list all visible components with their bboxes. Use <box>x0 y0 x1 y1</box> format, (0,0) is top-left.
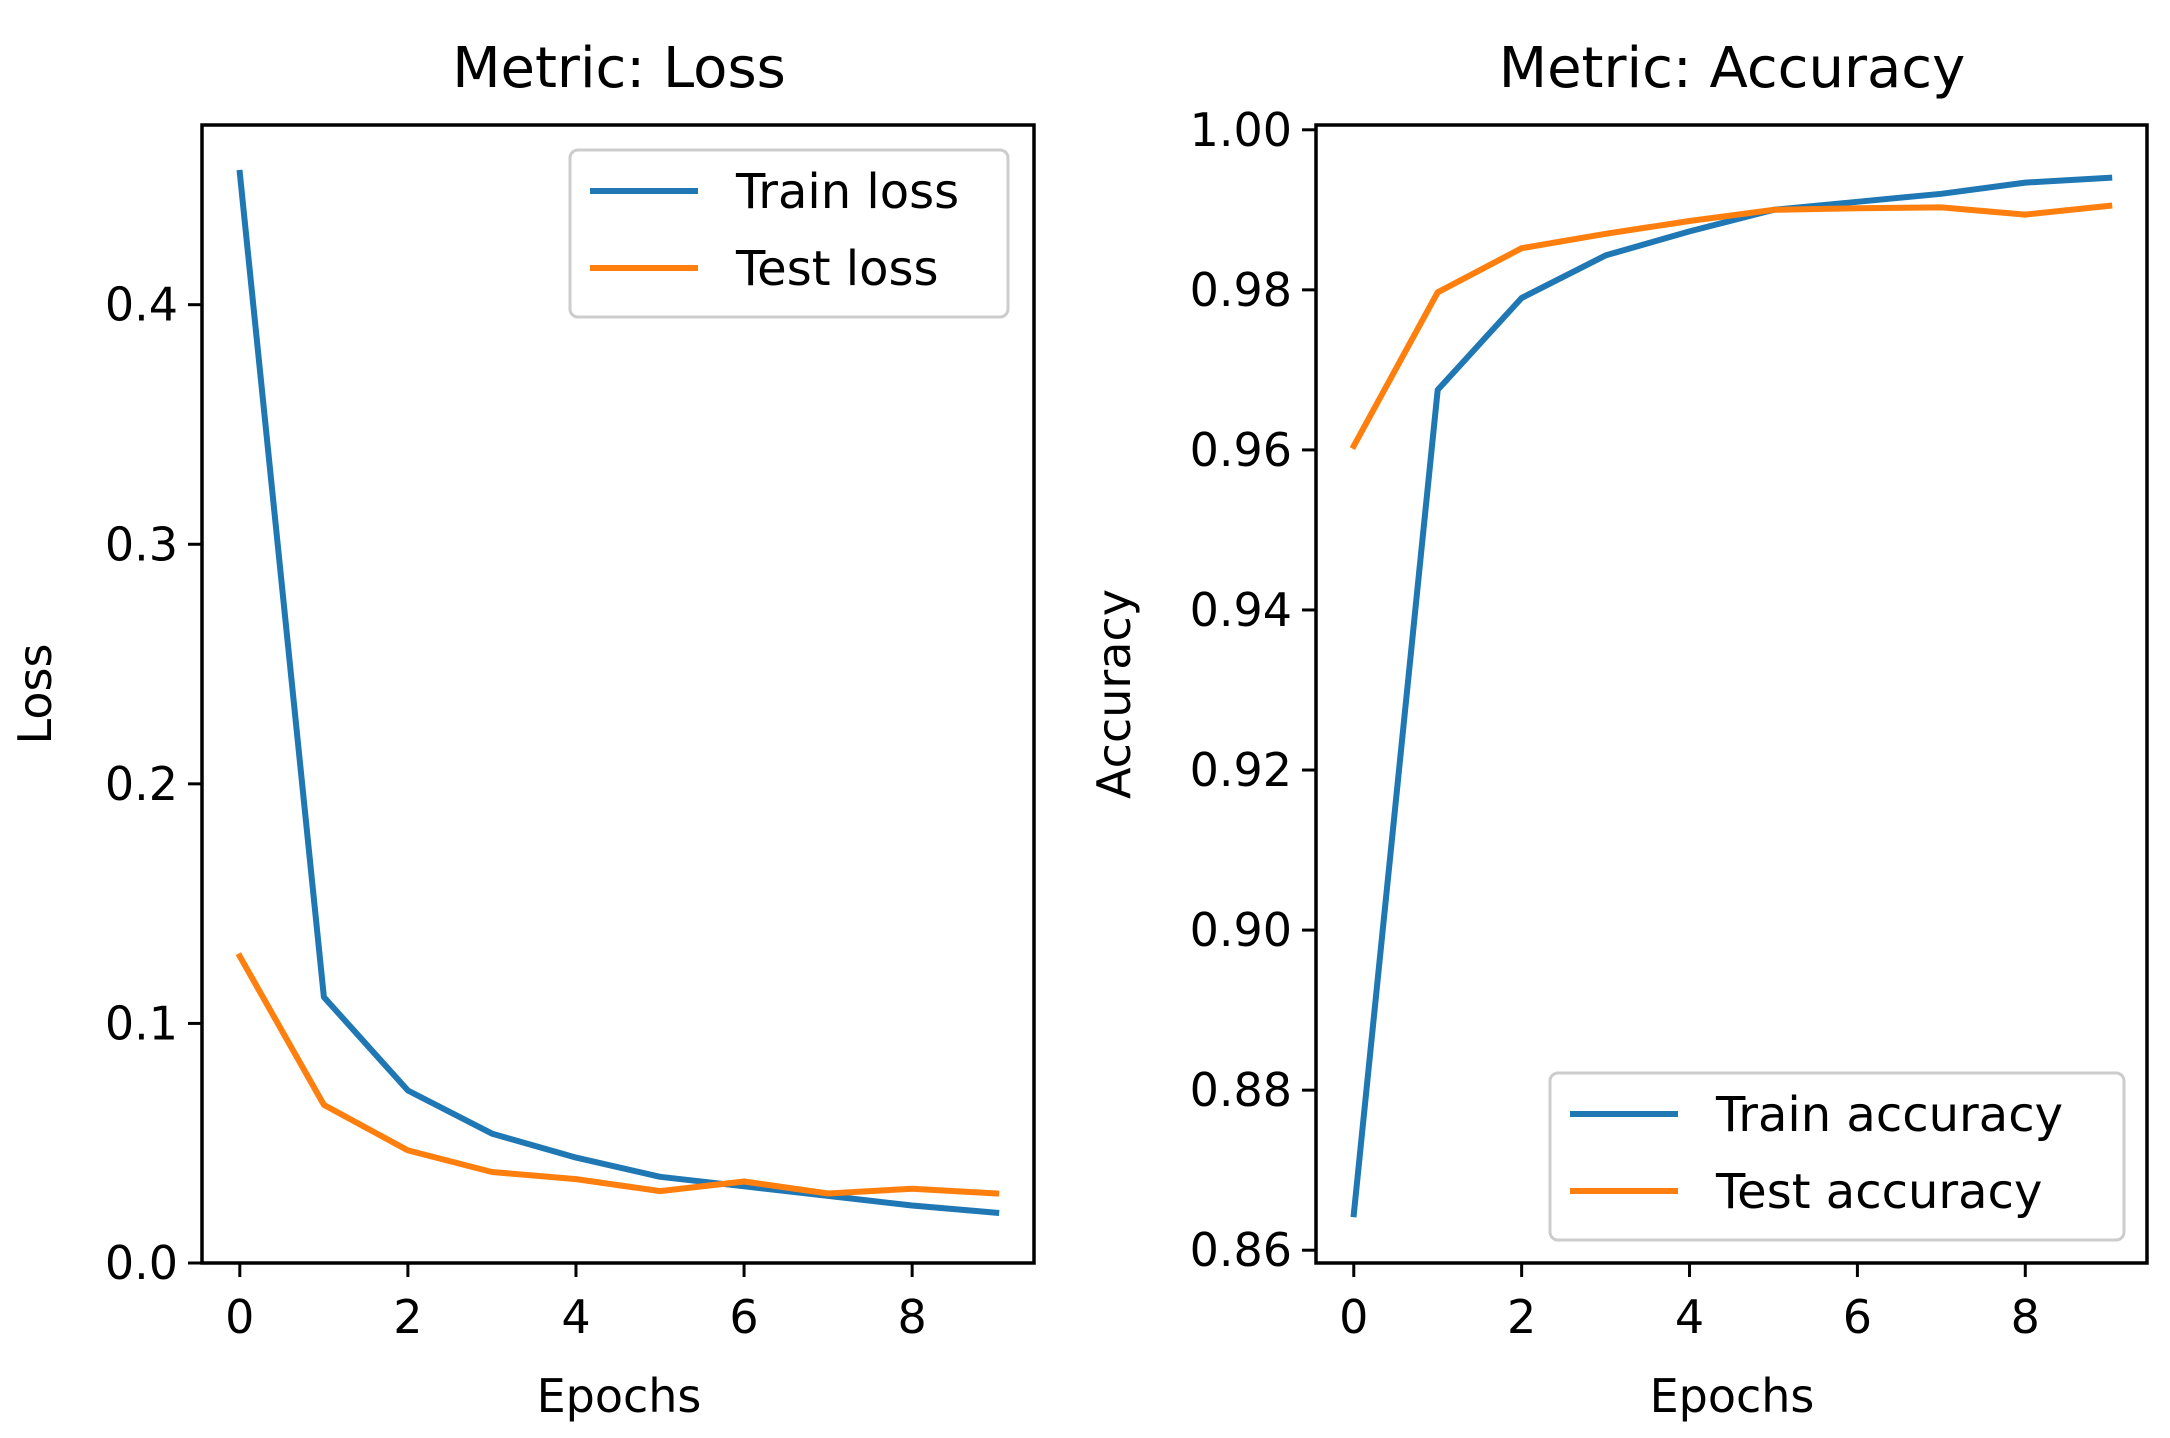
loss-y-tick-label: 0.3 <box>105 517 178 571</box>
loss-series-group <box>235 169 1000 1216</box>
accuracy-series-group <box>1349 174 2113 1218</box>
accuracy-y-tick-label: 0.98 <box>1190 263 1292 317</box>
loss-y-tick-label: 0.4 <box>105 278 178 332</box>
legend-label-test-accuracy: Test accuracy <box>1715 1164 2042 1220</box>
legend-label-train-accuracy: Train accuracy <box>1715 1087 2063 1143</box>
loss-x-tick-label: 2 <box>393 1290 422 1344</box>
series-line-test-accuracy <box>1349 202 2113 450</box>
accuracy-legend-box <box>1548 1071 2126 1242</box>
series-line-train-loss <box>236 169 1000 1216</box>
legend-label-test-loss: Test loss <box>735 241 939 297</box>
accuracy-y-tick-label: 1.00 <box>1190 103 1292 157</box>
accuracy-legend: Train accuracy Test accuracy <box>1548 1071 2126 1242</box>
series-line-test-loss <box>235 952 1000 1197</box>
accuracy-y-tick-label: 0.94 <box>1190 583 1292 637</box>
accuracy-y-axis-label: Accuracy <box>1087 589 1141 799</box>
accuracy-y-tick-label: 0.86 <box>1190 1223 1292 1277</box>
accuracy-x-tick-label: 6 <box>1843 1290 1872 1344</box>
loss-x-ticks: 0 2 4 6 8 <box>225 1263 927 1344</box>
loss-chart-title: Metric: Loss <box>452 36 786 101</box>
legend-label-train-loss: Train loss <box>735 164 959 220</box>
loss-chart: Metric: Loss 0.0 0.1 0.2 0.3 0.4 Loss 0 2 4 6 8 … <box>8 36 1036 1423</box>
loss-x-axis-label: Epochs <box>537 1369 702 1423</box>
accuracy-x-tick-label: 2 <box>1507 1290 1536 1344</box>
accuracy-y-tick-label: 0.92 <box>1190 743 1292 797</box>
loss-y-axis-label: Loss <box>8 644 62 745</box>
accuracy-chart: Metric: Accuracy 0.86 0.88 0.90 0.92 0.94 0.9… <box>1087 36 2149 1423</box>
loss-y-axis: 0.0 0.1 0.2 0.3 0.4 Loss <box>8 278 202 1290</box>
loss-x-tick-label: 4 <box>561 1290 590 1344</box>
loss-y-tick-label: 0.0 <box>105 1236 178 1290</box>
accuracy-x-ticks: 0 2 4 6 8 <box>1339 1263 2040 1344</box>
loss-y-tick-label: 0.2 <box>105 757 178 811</box>
accuracy-x-tick-label: 8 <box>2011 1290 2040 1344</box>
accuracy-y-tick-label: 0.88 <box>1190 1063 1292 1117</box>
loss-x-axis: 0 2 4 6 8 Epochs <box>225 1263 927 1423</box>
loss-x-tick-label: 0 <box>225 1290 254 1344</box>
accuracy-x-tick-label: 0 <box>1339 1290 1368 1344</box>
loss-y-ticks: 0.0 0.1 0.2 0.3 0.4 <box>105 278 202 1290</box>
accuracy-plot-frame <box>1314 123 2149 1265</box>
accuracy-y-tick-label: 0.90 <box>1190 903 1292 957</box>
accuracy-x-axis: 0 2 4 6 8 Epochs <box>1339 1263 2040 1423</box>
loss-x-tick-label: 8 <box>898 1290 927 1344</box>
series-line-train-accuracy <box>1350 174 2113 1218</box>
loss-legend: Train loss Test loss <box>568 148 1010 319</box>
loss-plot-frame <box>200 123 1036 1265</box>
accuracy-y-tick-label: 0.96 <box>1190 423 1292 477</box>
accuracy-y-ticks: 0.86 0.88 0.90 0.92 0.94 0.96 0.98 1.00 <box>1190 103 1316 1277</box>
accuracy-x-tick-label: 4 <box>1675 1290 1704 1344</box>
accuracy-chart-title: Metric: Accuracy <box>1499 36 1965 101</box>
accuracy-y-axis: 0.86 0.88 0.90 0.92 0.94 0.96 0.98 1.00 Accurac… <box>1087 103 1316 1277</box>
loss-y-tick-label: 0.1 <box>105 996 178 1050</box>
accuracy-x-axis-label: Epochs <box>1650 1369 1815 1423</box>
loss-x-tick-label: 6 <box>729 1290 758 1344</box>
